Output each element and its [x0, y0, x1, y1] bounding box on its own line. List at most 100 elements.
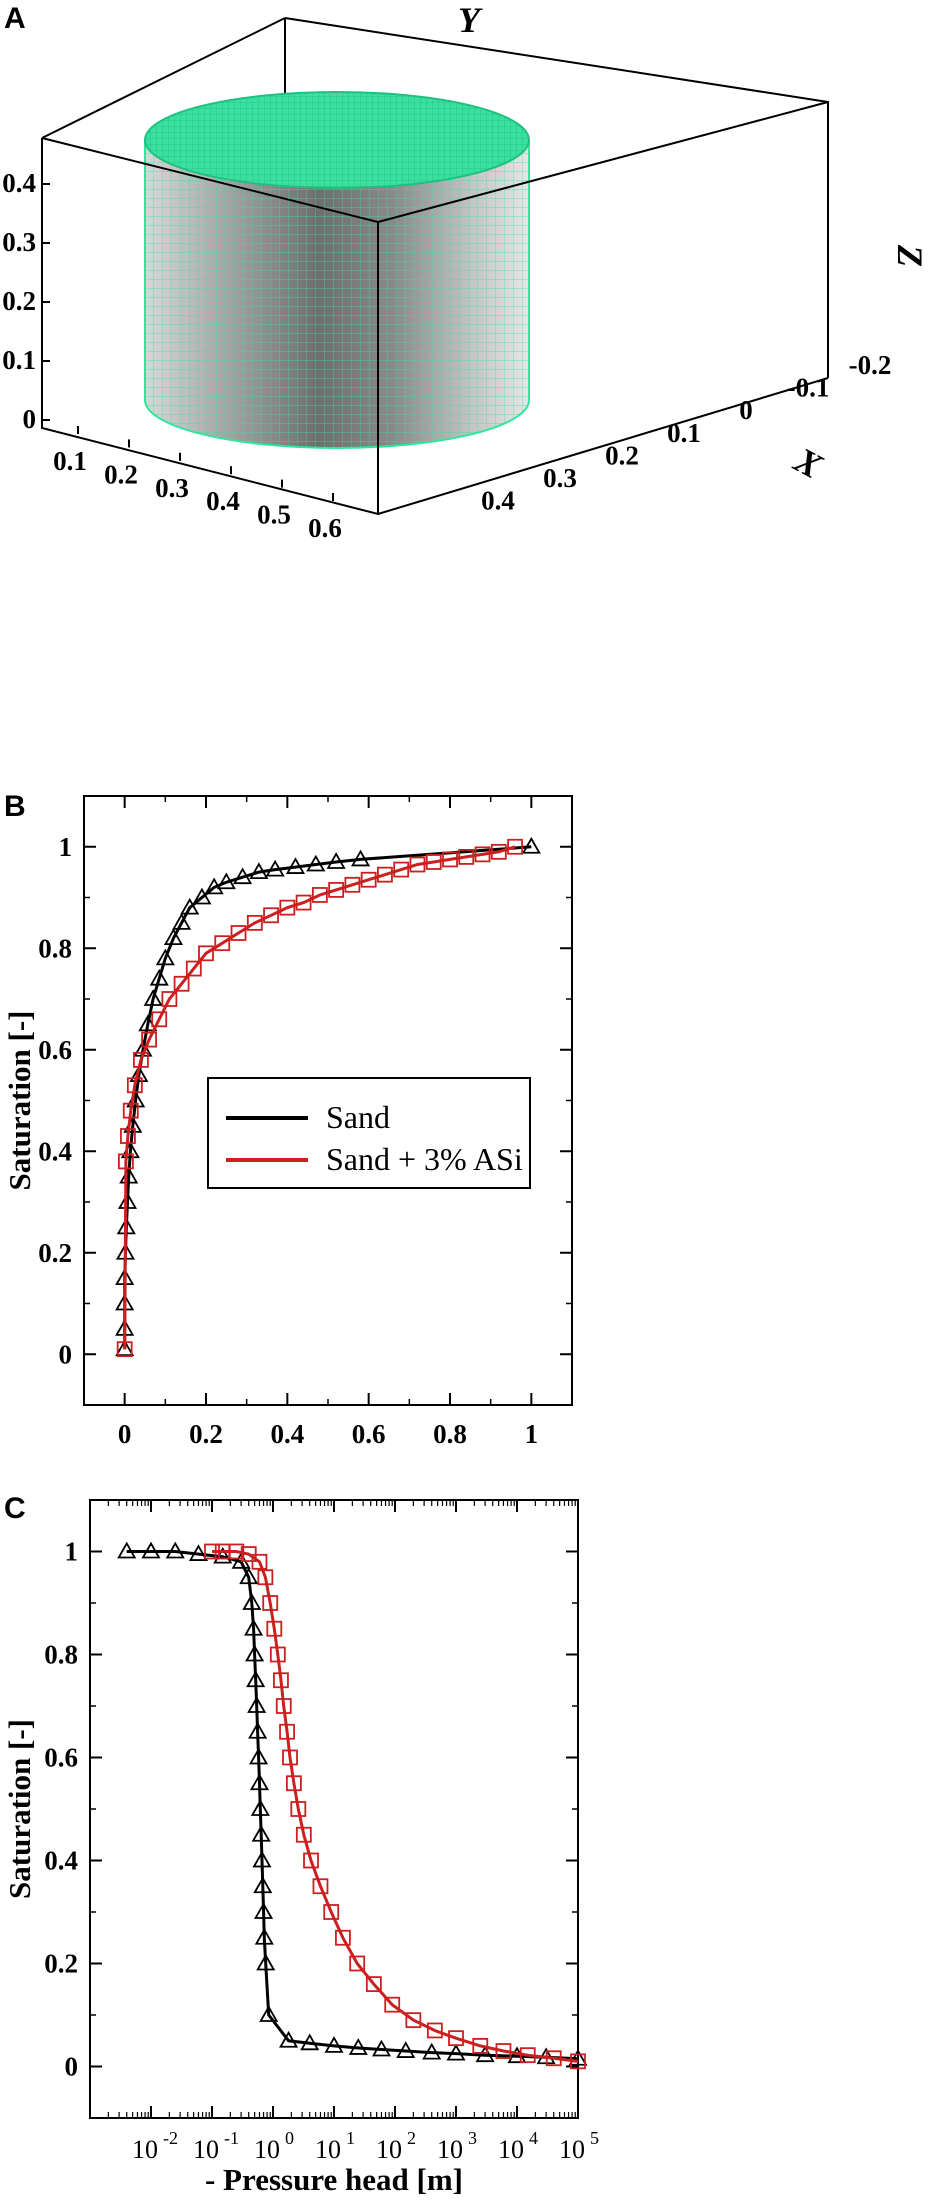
data-point-sand-asi [393, 861, 410, 878]
data-point-sand [233, 867, 253, 885]
data-point-sand-asi [279, 1723, 295, 1740]
data-point-sand [300, 2033, 320, 2051]
data-point-sand-asi [214, 935, 231, 952]
x-tick-exponent: -1 [224, 2128, 239, 2148]
data-point-sand [246, 1670, 266, 1688]
data-point-sand [115, 1339, 135, 1357]
data-point-sand [248, 1721, 268, 1739]
y-tick-label: 1 [59, 832, 73, 862]
y-tick-label: 0.4 [44, 1846, 78, 1876]
y-tick-label: 0.6 [38, 1035, 72, 1065]
y-tick-label: 0.4 [38, 1136, 72, 1166]
cylinder-top [144, 91, 530, 189]
box-front-edges [41, 17, 829, 516]
y-tick-label: 0.2 [44, 1949, 78, 1979]
x-tick-label: 10 [315, 2135, 341, 2164]
panel-label-c: C [4, 1492, 26, 1525]
x-tick-label: 10 [193, 2135, 219, 2164]
data-point-sand-asi [117, 1153, 134, 1170]
data-point-sand-asi [472, 2038, 489, 2054]
data-point-sand [521, 836, 541, 854]
data-point-sand [254, 1902, 274, 1919]
x-depth-tick-label: 0.2 [605, 440, 639, 470]
data-point-sand-asi [275, 1698, 292, 1714]
x-tick-label: 10 [376, 2135, 402, 2164]
data-point-sand-asi [312, 1878, 329, 1895]
data-point-sand-asi [133, 1051, 149, 1068]
panel-b: B 0 0.2 0.4 0.6 0.8 1 0 0.2 0.4 0.6 0.8 1 realtive K… [0, 790, 950, 1450]
x-tick-exponent: 4 [529, 2128, 538, 2148]
data-point-sand-asi [282, 1749, 298, 1766]
data-point-sand-asi [303, 1852, 319, 1869]
data-point-sand [306, 854, 326, 872]
data-point-sand-asi [490, 843, 507, 860]
data-point-sand [165, 1541, 185, 1559]
data-point-sand-asi [545, 2050, 562, 2067]
axis-label-z: Z [890, 244, 930, 267]
y-tick-label: 0 [59, 1339, 73, 1369]
panel-label-b: B [4, 790, 26, 823]
data-point-sand-asi [409, 856, 426, 873]
data-point-sand [259, 2005, 279, 2022]
data-point-sand-asi [198, 945, 214, 962]
data-point-sand [239, 1567, 259, 1585]
z-tick-label: 0 [23, 404, 37, 434]
data-point-sand-asi [266, 1620, 283, 1637]
y-tick-label: 0 [65, 2052, 79, 2082]
x-tick-label: 0.4 [270, 1419, 304, 1449]
panel-c: C 0 0.2 0.4 0.6 0.8 1 10 -2 10 -1 10 0 10 1 10 2 10 3 10 4 1… [0, 1490, 950, 2205]
data-point-sand-asi [328, 881, 345, 898]
data-point-sand [265, 859, 285, 877]
x-depth-tick-label: -0.2 [849, 350, 892, 380]
data-point-sand-asi [269, 1646, 286, 1663]
data-point-sand [446, 2043, 466, 2061]
data-point-sand [247, 1696, 267, 1713]
data-point-sand-asi [344, 876, 361, 893]
data-point-sand-asi [185, 960, 202, 977]
data-point-sand [348, 2038, 368, 2055]
data-point-sand-asi [251, 1553, 268, 1570]
data-point-sand [242, 1593, 262, 1610]
data-point-sand-asi [311, 887, 328, 903]
data-point-sand-asi [173, 975, 190, 992]
data-point-sand [216, 872, 236, 890]
data-point-sand [324, 2036, 344, 2053]
x-tick-label: 10 [498, 2135, 524, 2164]
y-tick-label: 0.8 [44, 1640, 78, 1670]
x-depth-tick-label: 0.1 [667, 418, 701, 448]
x-axis-label: realtive K [-] [243, 1445, 413, 1450]
data-point-sand [129, 1065, 149, 1083]
data-point-sand-asi [570, 2053, 586, 2070]
x-tick-exponent: 2 [407, 2128, 416, 2148]
cylinder-side-mesh [144, 139, 530, 449]
data-point-sand [143, 989, 163, 1006]
data-point-sand-asi [263, 907, 279, 924]
front-tick-label: 0.6 [308, 513, 342, 543]
data-point-sand-asi [126, 1077, 143, 1094]
z-tick-label: 0.1 [2, 345, 36, 375]
series-line-sand [126, 1550, 579, 2061]
data-point-sand-asi [141, 1031, 157, 1048]
data-point-sand-asi [246, 914, 263, 931]
data-point-sand-asi [405, 2012, 422, 2029]
y-tick-label: 0.6 [44, 1743, 78, 1773]
x-tick-exponent: 1 [346, 2128, 355, 2148]
data-point-sand [163, 928, 184, 946]
x-tick-label: 10 [254, 2135, 280, 2164]
data-point-sand [149, 968, 169, 986]
data-point-sand [249, 862, 269, 880]
mesh-plot-3d: 0 0.1 0.2 0.3 0.4 0.1 0.2 0.3 0.4 0.5 0.6 -0.2 -0.1 0… [2, 0, 930, 543]
plot-frame [89, 1499, 579, 2119]
x-axis-label: - Pressure head [m] [205, 2162, 463, 2197]
legend-label: Sand [326, 1099, 390, 1135]
data-point-sand [251, 1824, 271, 1842]
data-point-sand [141, 1541, 161, 1559]
y-axis-label: Saturation [-] [2, 1719, 37, 1899]
z-tick-label: 0.4 [2, 168, 36, 198]
x-tick-label: 1 [525, 1419, 539, 1449]
data-point-sand-asi [204, 1543, 220, 1560]
data-point-sand-asi [262, 1595, 279, 1611]
data-point-sand [350, 849, 371, 867]
data-point-sand-asi [495, 2043, 512, 2059]
data-point-sand-asi [285, 1775, 302, 1792]
